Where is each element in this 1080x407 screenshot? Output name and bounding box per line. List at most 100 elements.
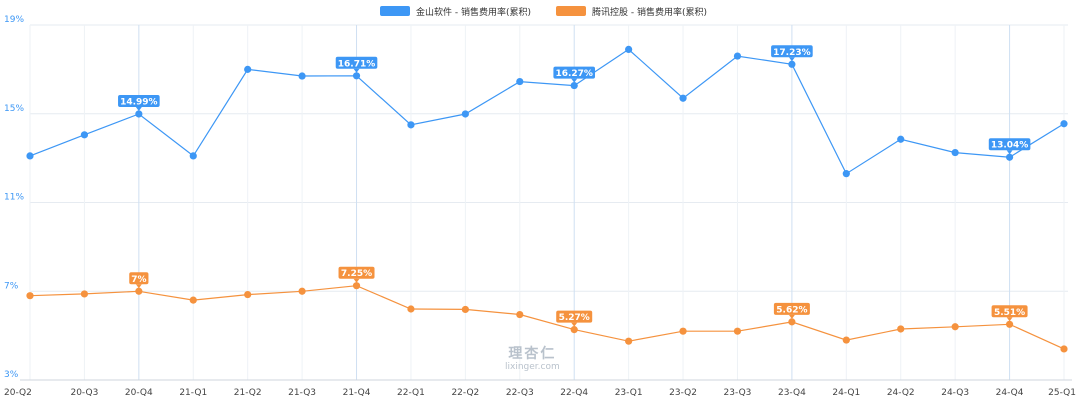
callout-pointer [353, 68, 360, 73]
data-label: 5.27% [559, 313, 590, 323]
axes: 19% 15% 11% 7% 3% 20-Q2 20-Q3 20-Q4 21-Q1 21-Q2 21… [4, 15, 1076, 398]
series-line-0 [29, 48, 1065, 175]
data-point[interactable] [407, 305, 415, 313]
data-point[interactable] [1005, 153, 1014, 161]
data-point[interactable] [80, 131, 89, 139]
callout-pointer [1006, 317, 1013, 322]
data-point[interactable] [516, 310, 524, 319]
callout-box [771, 45, 813, 58]
callout-pointer [571, 322, 578, 327]
callout-box [129, 272, 149, 285]
data-point[interactable] [897, 135, 905, 143]
data-point[interactable] [352, 72, 361, 80]
x-tick-label: 20-Q2 [4, 388, 32, 398]
callout-box [773, 302, 810, 315]
data-point[interactable] [244, 65, 252, 73]
data-point[interactable] [788, 60, 796, 68]
data-point[interactable] [189, 296, 197, 304]
data-point[interactable] [951, 323, 959, 331]
data-label-callout: 5.51% [991, 305, 1028, 322]
data-point[interactable] [189, 152, 197, 160]
callout-box [118, 94, 160, 107]
data-labels: 14.99% 16.71% 16.27% 17.23% 13.04% 7% 7.25% 5.2… [118, 45, 1031, 327]
y-tick-label: 3% [4, 370, 19, 380]
legend-label: 腾讯控股 - 销售费用率(累积) [592, 6, 707, 18]
legend-item-1[interactable]: 腾讯控股 - 销售费用率(累积) [556, 6, 707, 18]
data-label-callout: 5.62% [773, 302, 810, 319]
data-label: 14.99% [120, 97, 158, 107]
data-point[interactable] [842, 170, 850, 178]
data-point[interactable] [244, 290, 252, 299]
callout-pointer [135, 284, 142, 289]
data-point[interactable] [298, 72, 306, 80]
callout-box [335, 56, 378, 69]
data-point[interactable] [733, 327, 742, 335]
data-point[interactable] [897, 325, 905, 333]
data-point[interactable] [951, 148, 959, 157]
x-tick-label: 23-Q4 [778, 388, 806, 398]
data-point[interactable] [570, 81, 578, 90]
legend-swatch [556, 6, 586, 16]
x-tick-label: 23-Q3 [724, 388, 752, 398]
data-point[interactable] [733, 52, 742, 60]
legend-label: 金山软件 - 销售费用率(累积) [416, 6, 531, 18]
data-point[interactable] [1060, 345, 1068, 353]
data-label-callout: 13.04% [988, 138, 1031, 155]
x-tick-label: 23-Q2 [669, 388, 697, 398]
data-label-callout: 16.71% [335, 56, 378, 73]
callout-box [991, 305, 1028, 318]
data-point[interactable] [1060, 120, 1068, 128]
data-point[interactable] [461, 110, 469, 118]
data-point[interactable] [80, 290, 89, 298]
callout-box [338, 266, 375, 279]
y-tick-label: 7% [4, 281, 19, 291]
data-point[interactable] [788, 318, 796, 326]
data-label: 16.27% [555, 69, 593, 79]
data-point[interactable] [407, 121, 415, 129]
y-tick-label: 15% [4, 104, 24, 114]
x-tick-label: 24-Q4 [996, 388, 1024, 398]
data-label-callout: 17.23% [771, 45, 813, 62]
data-point[interactable] [461, 305, 469, 314]
data-point[interactable] [679, 94, 687, 102]
data-point[interactable] [298, 287, 306, 295]
callout-pointer [353, 278, 360, 283]
callout-pointer [788, 314, 795, 319]
data-point[interactable] [135, 110, 143, 118]
callout-pointer [135, 106, 142, 111]
x-tick-label: 24-Q1 [832, 388, 860, 398]
data-point[interactable] [516, 77, 524, 86]
data-label: 7.25% [341, 269, 372, 279]
data-point[interactable] [625, 337, 633, 345]
data-point[interactable] [1005, 320, 1014, 328]
data-point[interactable] [570, 326, 578, 334]
legend-item-0[interactable]: 金山软件 - 销售费用率(累积) [380, 6, 531, 18]
data-label: 7% [131, 275, 146, 285]
data-point[interactable] [135, 287, 143, 295]
data-label-callout: 14.99% [118, 94, 160, 111]
data-point[interactable] [679, 327, 687, 335]
callout-box [988, 138, 1031, 151]
x-tick-label: 21-Q1 [179, 388, 207, 398]
x-tick-label: 22-Q1 [397, 388, 425, 398]
data-point[interactable] [26, 292, 34, 300]
data-point[interactable] [352, 282, 361, 290]
callout-pointer [1006, 150, 1013, 155]
data-label-callout: 5.27% [556, 310, 593, 327]
x-tick-label: 21-Q2 [234, 388, 262, 398]
data-point[interactable] [842, 336, 850, 344]
data-point[interactable] [625, 45, 633, 54]
data-label: 13.04% [991, 141, 1029, 151]
data-label: 5.51% [994, 308, 1025, 318]
x-tick-label: 24-Q2 [887, 388, 915, 398]
data-point[interactable] [26, 152, 34, 160]
data-label: 16.71% [338, 59, 376, 69]
y-tick-label: 11% [4, 193, 24, 203]
data-label: 5.62% [776, 305, 807, 315]
data-label-callout: 16.27% [553, 66, 596, 83]
x-tick-label: 22-Q3 [506, 388, 534, 398]
legend[interactable]: 金山软件 - 销售费用率(累积) 腾讯控股 - 销售费用率(累积) [380, 6, 707, 18]
grid [29, 24, 1068, 381]
series [26, 45, 1068, 353]
